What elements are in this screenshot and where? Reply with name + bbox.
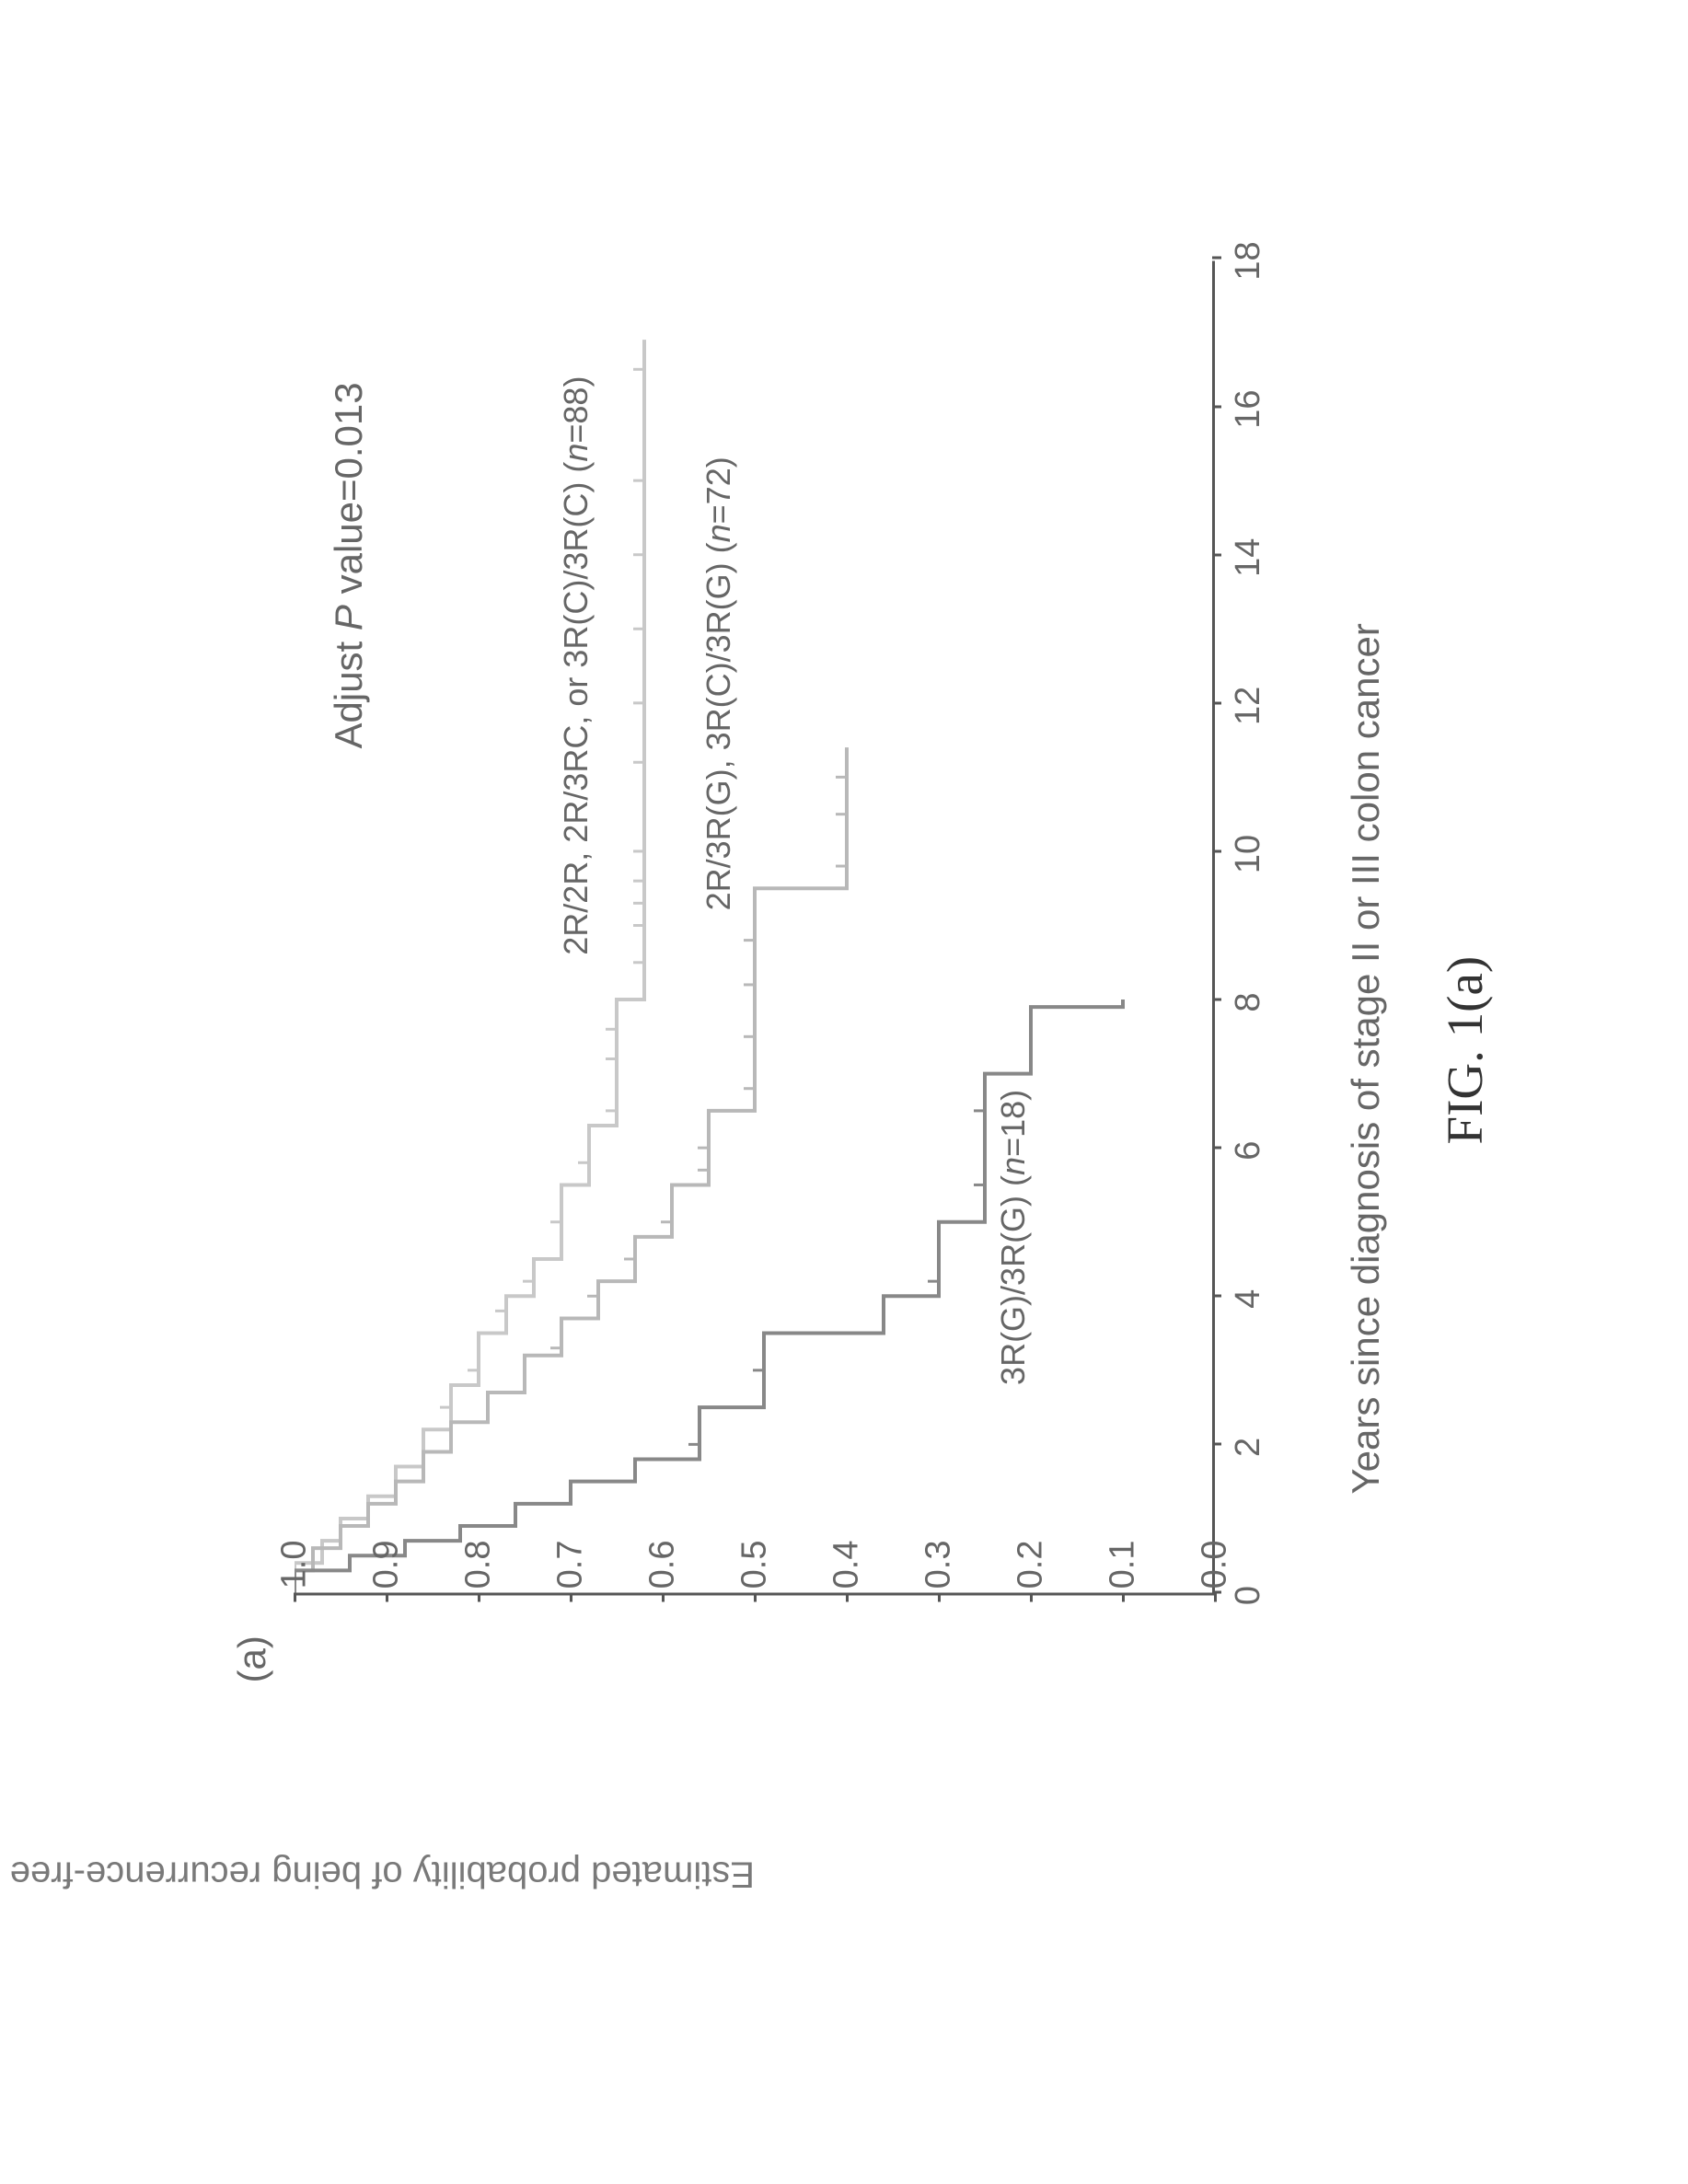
y-tick-label: 1.0 bbox=[275, 1540, 315, 1589]
y-tick-label: 0.1 bbox=[1104, 1540, 1143, 1589]
y-axis-title: Estimated probability of being recurrenc… bbox=[10, 1853, 755, 1894]
y-tick-label: 0.5 bbox=[735, 1540, 775, 1589]
rotated-container: (a) Adjust P value=0.013 Estimated proba… bbox=[0, 0, 1688, 2184]
x-tick-label: 18 bbox=[1229, 241, 1268, 280]
x-tick-label: 0 bbox=[1229, 1585, 1268, 1604]
x-tick bbox=[1212, 1294, 1221, 1297]
y-tick-label: 0.8 bbox=[459, 1540, 499, 1589]
y-tick bbox=[938, 1592, 941, 1601]
x-tick-label: 14 bbox=[1229, 537, 1268, 576]
curve-label-group3: 3R(G)/3R(G) (n=18) bbox=[994, 1089, 1033, 1384]
chart-area: 2R/2R, 2R/3RC, or 3R(C)/3R(C) (n=88) 2R/3… bbox=[258, 187, 1270, 1705]
y-tick-label: 0.3 bbox=[919, 1540, 959, 1589]
x-tick bbox=[1212, 998, 1221, 1000]
y-tick-label: 0.6 bbox=[643, 1540, 683, 1589]
x-tick bbox=[1212, 849, 1221, 852]
plot-region: 2R/2R, 2R/3RC, or 3R(C)/3R(C) (n=88) 2R/3… bbox=[295, 260, 1215, 1595]
x-tick-label: 4 bbox=[1229, 1288, 1268, 1308]
y-tick bbox=[754, 1592, 757, 1601]
y-tick bbox=[570, 1592, 572, 1601]
figure-caption: FIG. 1(a) bbox=[1436, 955, 1494, 1144]
curve-label-group2: 2R/3R(G), 3R(C)/3R(G) (n=72) bbox=[699, 456, 738, 910]
x-tick bbox=[1212, 553, 1221, 556]
y-tick bbox=[846, 1592, 849, 1601]
x-tick-label: 16 bbox=[1229, 389, 1268, 428]
x-tick bbox=[1212, 405, 1221, 408]
survival-curves-svg bbox=[295, 258, 1215, 1592]
curve-label-group1: 2R/2R, 2R/3RC, or 3R(C)/3R(C) (n=88) bbox=[557, 376, 595, 954]
y-tick bbox=[1122, 1592, 1125, 1601]
y-tick bbox=[294, 1592, 296, 1601]
x-tick bbox=[1212, 701, 1221, 704]
y-tick bbox=[478, 1592, 480, 1601]
x-tick-label: 6 bbox=[1229, 1140, 1268, 1160]
x-tick-label: 10 bbox=[1229, 834, 1268, 872]
y-tick-label: 0.7 bbox=[551, 1540, 591, 1589]
y-tick-label: 0.9 bbox=[367, 1540, 407, 1589]
x-tick bbox=[1212, 1591, 1221, 1594]
y-tick-label: 0.0 bbox=[1196, 1540, 1235, 1589]
x-tick bbox=[1212, 1146, 1221, 1149]
x-tick-label: 8 bbox=[1229, 992, 1268, 1011]
y-tick bbox=[662, 1592, 665, 1601]
y-tick bbox=[1030, 1592, 1033, 1601]
x-tick-label: 12 bbox=[1229, 686, 1268, 724]
x-tick bbox=[1212, 257, 1221, 260]
x-tick-label: 2 bbox=[1229, 1437, 1268, 1456]
y-tick bbox=[386, 1592, 388, 1601]
x-tick bbox=[1212, 1442, 1221, 1445]
y-tick-label: 0.2 bbox=[1012, 1540, 1051, 1589]
x-axis-title: Years since diagnosis of stage II or III… bbox=[1344, 623, 1388, 1494]
y-tick-label: 0.4 bbox=[827, 1540, 867, 1589]
